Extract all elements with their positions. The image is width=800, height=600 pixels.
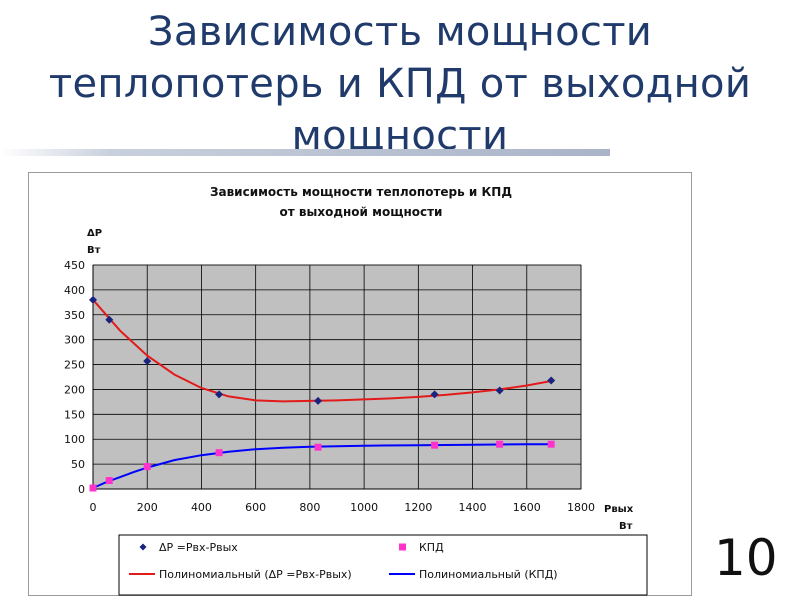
chart-svg: Зависимость мощности теплопотерь и КПД о…: [64, 185, 648, 596]
data-point-power-loss: [89, 295, 97, 304]
slide-title-line-2: теплопотерь и КПД от выходной: [48, 61, 752, 107]
legend-item-power-loss-marker: [139, 543, 147, 551]
data-point-efficiency: [431, 441, 439, 449]
chart-legend: ΔР =Рвх-Рвых КПД Полиномиальный (ΔР =Рвх-Р…: [118, 534, 648, 596]
data-point-efficiency: [215, 449, 223, 457]
title-underline-bar: [0, 149, 610, 156]
y-axis-label-line-1: ΔР: [87, 228, 102, 239]
y-tick-label: 300: [64, 334, 85, 347]
slide-title: Зависимость мощности теплопотерь и КПД о…: [0, 6, 800, 162]
data-point-power-loss: [314, 396, 323, 405]
data-point-power-loss: [547, 376, 556, 385]
chart-title-line-1: Зависимость мощности теплопотерь и КПД: [210, 185, 512, 199]
x-tick-label: 0: [90, 501, 97, 514]
y-tick-label: 100: [64, 433, 85, 446]
legend-item-efficiency-label: КПД: [419, 541, 444, 554]
y-tick-label: 50: [71, 458, 85, 471]
legend-item-trend-efficiency-label: Полиномиальный (КПД): [419, 568, 558, 581]
chart-frame: Зависимость мощности теплопотерь и КПД о…: [28, 172, 692, 596]
y-tick-label: 200: [64, 383, 85, 396]
y-tick-label: 150: [64, 408, 85, 421]
legend-item-power-loss-label: ΔР =Рвх-Рвых: [159, 541, 238, 554]
x-tick-label: 1800: [567, 501, 595, 514]
x-tick-label: 1400: [459, 501, 487, 514]
x-tick-label: 400: [191, 501, 212, 514]
data-point-efficiency: [105, 477, 113, 485]
data-point-power-loss: [143, 357, 152, 366]
y-tick-label: 250: [64, 359, 85, 372]
data-point-efficiency: [314, 443, 322, 451]
y-tick-label: 0: [78, 483, 85, 496]
y-tick-label: 350: [64, 309, 85, 322]
data-point-power-loss: [105, 315, 114, 324]
legend-item-efficiency-marker: [399, 543, 406, 551]
data-point-power-loss: [430, 390, 439, 399]
x-tick-label: 1200: [404, 501, 432, 514]
slide-title-line-1: Зависимость мощности: [147, 9, 653, 55]
x-axis-label-line-1: Рвых: [604, 504, 634, 515]
x-tick-label: 1600: [513, 501, 541, 514]
slide-number: 10: [714, 529, 778, 587]
y-tick-label: 450: [64, 259, 85, 272]
legend-item-trend-power-loss-label: Полиномиальный (ΔР =Рвх-Рвых): [159, 568, 352, 581]
x-tick-label: 1000: [350, 501, 378, 514]
data-point-efficiency: [143, 463, 151, 471]
chart-title-line-2: от выходной мощности: [280, 205, 443, 219]
plot-area: 0 50 100 150 200 250 300 350 400 450 0 200 400 600 800…: [64, 259, 595, 514]
x-tick-label: 200: [137, 501, 158, 514]
legend-box: [118, 534, 648, 596]
x-axis-label-line-2: Вт: [619, 521, 633, 532]
data-point-power-loss: [215, 390, 224, 399]
y-tick-label: 400: [64, 284, 85, 297]
x-tick-label: 800: [299, 501, 320, 514]
data-point-power-loss: [495, 386, 504, 395]
trendline-power-loss: [92, 299, 555, 403]
data-point-efficiency: [89, 484, 97, 492]
data-point-efficiency: [496, 440, 504, 448]
y-axis-label-line-2: Вт: [87, 245, 101, 256]
plot-background: [92, 264, 582, 490]
data-point-efficiency: [547, 440, 555, 448]
x-tick-label: 600: [245, 501, 266, 514]
